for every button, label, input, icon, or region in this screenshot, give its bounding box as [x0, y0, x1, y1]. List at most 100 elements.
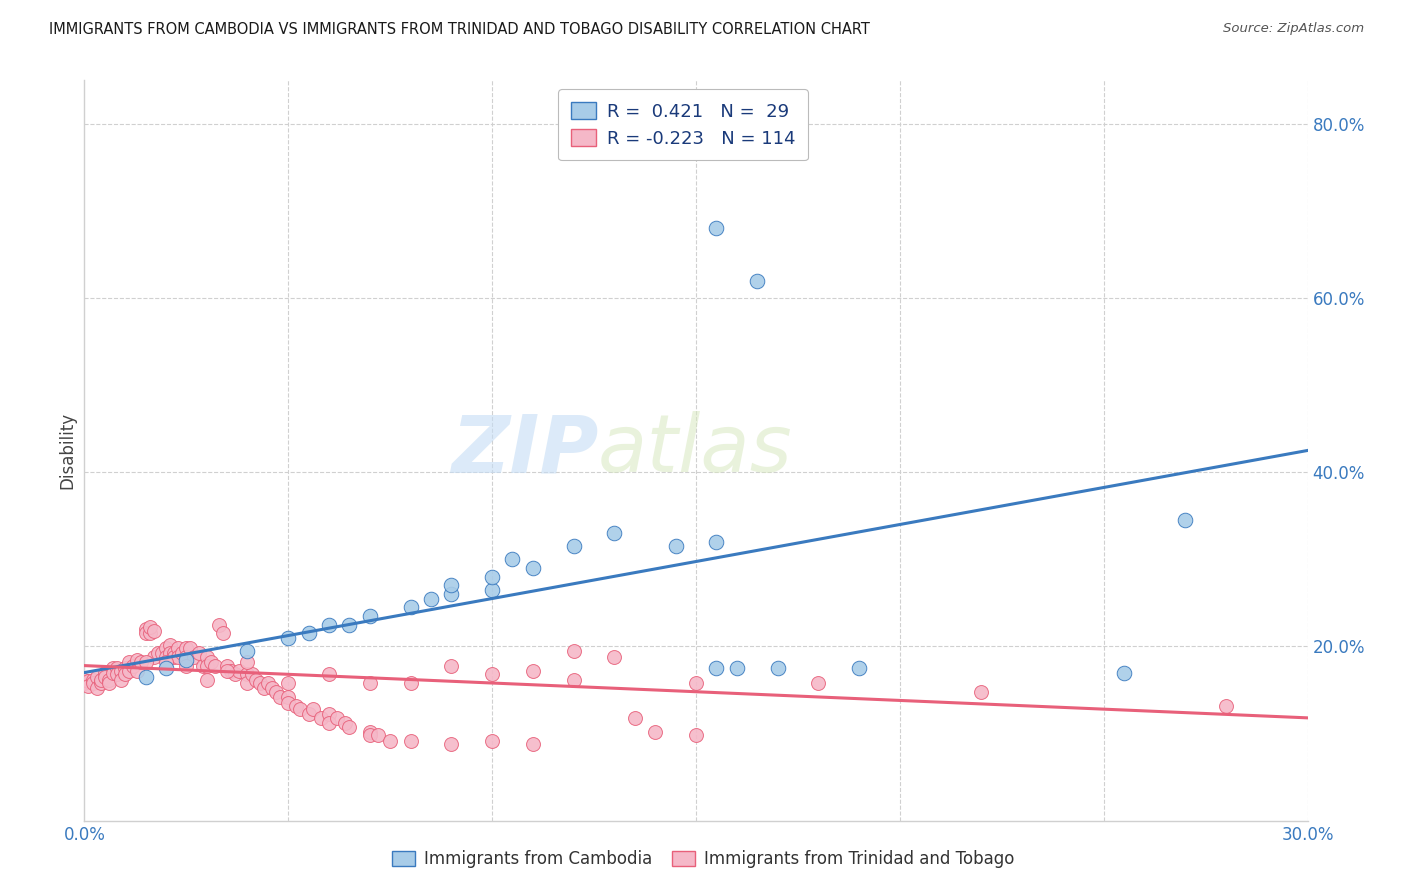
Point [725, 661, 748, 675]
Text: ZIP: ZIP [451, 411, 598, 490]
Point [399, 733, 422, 747]
Point [174, 658, 197, 673]
Point [253, 681, 276, 696]
Point [440, 737, 463, 751]
Point [142, 624, 165, 638]
Point [359, 676, 381, 690]
Point [706, 535, 728, 549]
Point [318, 667, 340, 681]
Point [86, 681, 108, 696]
Point [97, 676, 120, 690]
Point [217, 664, 239, 678]
Point [277, 696, 299, 710]
Point [264, 684, 287, 698]
Point [257, 676, 280, 690]
Point [522, 561, 544, 575]
Legend: R =  0.421   N =  29, R = -0.223   N = 114: R = 0.421 N = 29, R = -0.223 N = 114 [558, 89, 808, 161]
Point [236, 676, 259, 690]
Point [127, 652, 149, 666]
Point [163, 647, 186, 661]
Point [73, 676, 96, 690]
Point [367, 728, 389, 742]
Point [318, 716, 340, 731]
Point [97, 673, 120, 687]
Point [131, 655, 153, 669]
Point [685, 728, 707, 742]
Point [277, 690, 299, 704]
Legend: Immigrants from Cambodia, Immigrants from Trinidad and Tobago: Immigrants from Cambodia, Immigrants fro… [385, 844, 1021, 875]
Point [155, 661, 177, 675]
Point [522, 737, 544, 751]
Point [481, 667, 503, 681]
Point [105, 667, 128, 681]
Point [163, 649, 186, 664]
Point [195, 673, 218, 687]
Point [118, 655, 141, 669]
Point [159, 647, 181, 661]
Point [172, 647, 194, 661]
Point [159, 638, 181, 652]
Point [138, 626, 160, 640]
Point [82, 676, 104, 690]
Point [240, 667, 263, 681]
Point [420, 591, 443, 606]
Point [326, 711, 349, 725]
Point [562, 673, 585, 687]
Point [110, 664, 132, 678]
Point [138, 620, 160, 634]
Point [440, 658, 463, 673]
Point [603, 649, 626, 664]
Point [624, 711, 647, 725]
Point [93, 665, 115, 680]
Point [142, 649, 165, 664]
Point [195, 649, 218, 664]
Point [301, 702, 323, 716]
Point [122, 658, 145, 673]
Point [155, 649, 177, 664]
Point [298, 707, 321, 722]
Point [114, 661, 136, 675]
Point [187, 647, 209, 661]
Point [90, 673, 112, 687]
Point [706, 221, 728, 235]
Point [970, 684, 993, 698]
Point [101, 665, 124, 680]
Point [766, 661, 789, 675]
Point [150, 647, 173, 661]
Point [380, 733, 402, 747]
Point [318, 617, 340, 632]
Point [603, 526, 626, 541]
Point [359, 609, 381, 624]
Point [706, 661, 728, 675]
Point [155, 641, 177, 656]
Point [90, 676, 112, 690]
Point [208, 617, 231, 632]
Point [212, 626, 235, 640]
Point [105, 661, 128, 675]
Point [73, 673, 96, 687]
Point [277, 676, 299, 690]
Point [167, 641, 190, 656]
Point [93, 670, 115, 684]
Point [399, 600, 422, 615]
Point [481, 582, 503, 597]
Point [174, 641, 197, 656]
Point [236, 667, 259, 681]
Point [135, 670, 157, 684]
Point [562, 539, 585, 553]
Point [848, 661, 870, 675]
Point [249, 676, 271, 690]
Point [1215, 698, 1237, 713]
Text: IMMIGRANTS FROM CAMBODIA VS IMMIGRANTS FROM TRINIDAD AND TOBAGO DISABILITY CORRE: IMMIGRANTS FROM CAMBODIA VS IMMIGRANTS F… [49, 22, 870, 37]
Point [135, 622, 157, 636]
Point [219, 664, 242, 678]
Point [191, 658, 214, 673]
Point [747, 274, 769, 288]
Point [174, 652, 197, 666]
Point [135, 626, 157, 640]
Point [665, 539, 688, 553]
Point [339, 720, 361, 734]
Point [114, 667, 136, 681]
Point [224, 667, 246, 681]
Point [399, 676, 422, 690]
